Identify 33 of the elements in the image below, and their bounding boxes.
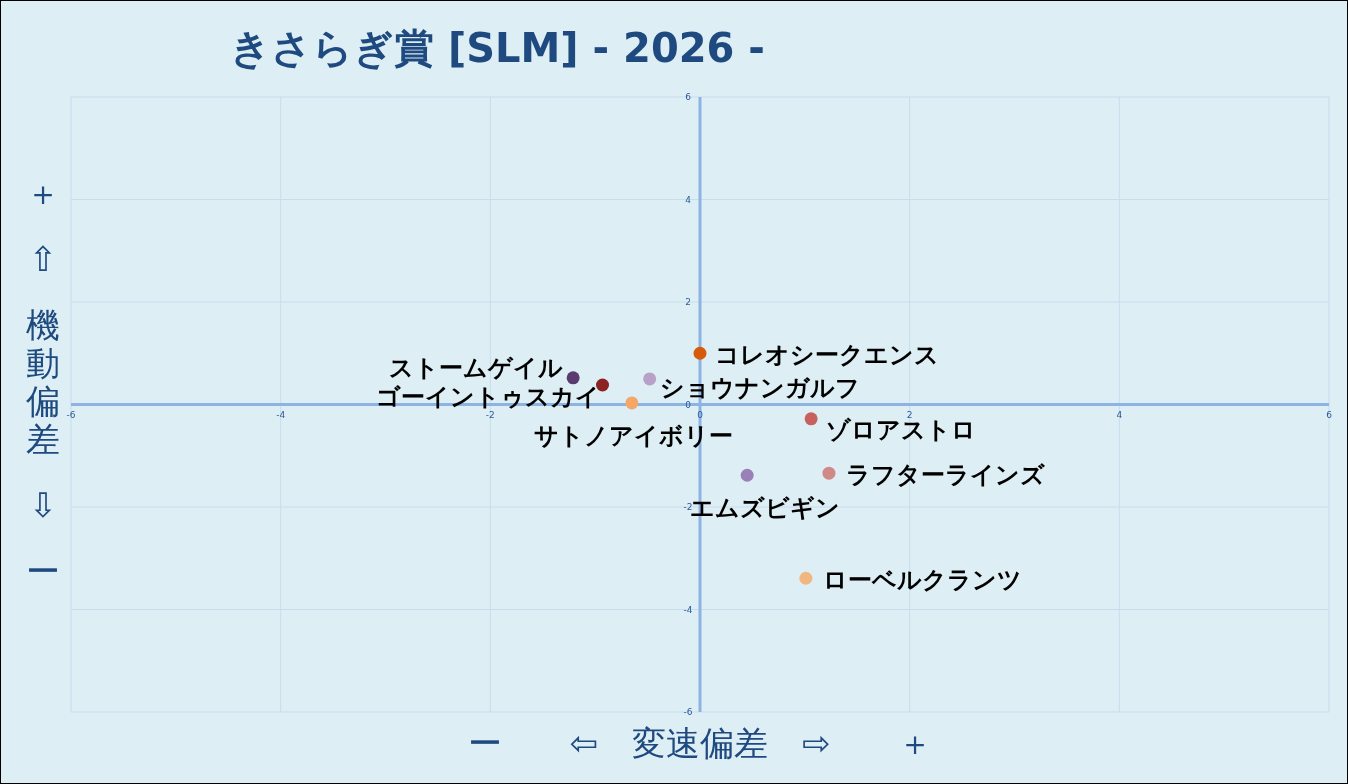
y-tick-label: 2: [685, 297, 691, 307]
x-tick-label: 2: [906, 409, 913, 420]
point: [643, 372, 657, 386]
point: [625, 396, 639, 410]
y-axis-title: ＋ ⇧ 機動偏差 ⇩ ー: [26, 173, 60, 591]
y-tick-label: 4: [685, 194, 692, 205]
x-tick-label: 6: [1326, 409, 1333, 420]
point: [596, 378, 610, 392]
series-label: コレオシークエンス: [715, 341, 939, 370]
y-tick-label: 6: [685, 92, 692, 102]
series-label: ローベルクランツ: [822, 566, 1022, 595]
series-label: ストームゲイル: [389, 353, 564, 382]
series-label: ラフターラインズ: [845, 461, 1045, 490]
point: [799, 571, 813, 585]
series-label: サトノアイボリー: [534, 421, 734, 450]
series-label: ショウナンガルフ: [659, 373, 860, 402]
chart-title: きさらぎ賞 [SLM] - 2026 -: [230, 25, 765, 71]
y-tick-label: -6: [683, 707, 693, 717]
point: [566, 371, 580, 385]
y-tick-label: 0: [685, 399, 692, 410]
y-tick-label: -2: [683, 502, 693, 512]
x-tick-label: -6: [66, 409, 76, 420]
x-tick-label: -4: [276, 409, 286, 420]
point: [740, 468, 754, 482]
x-tick-label: -2: [485, 409, 495, 420]
point: [822, 466, 836, 480]
point: [804, 412, 818, 426]
x-tick-label: 0: [697, 409, 704, 420]
point: [693, 346, 707, 360]
x-tick-label: 4: [1116, 409, 1123, 420]
x-axis-title: ー ⇦ 変速偏差 ⇨ ＋: [467, 723, 933, 763]
y-tick-label: -4: [683, 604, 693, 615]
series-label: ゴーイントゥスカイ: [375, 383, 600, 412]
